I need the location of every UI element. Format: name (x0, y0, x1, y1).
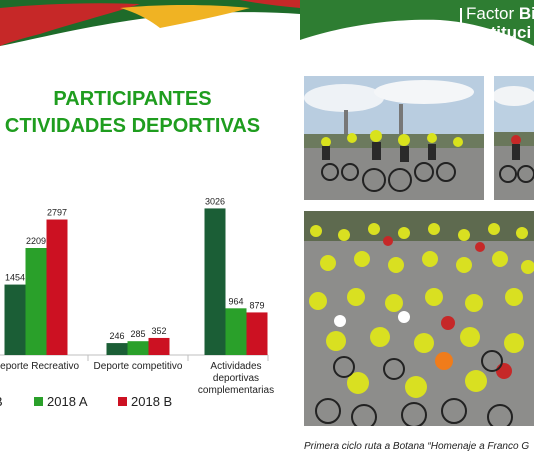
bar-value-label-2-1: 964 (228, 296, 243, 306)
bar-value-label-1-2: 352 (151, 326, 166, 336)
legend-swatch-2 (118, 397, 127, 406)
legend-swatch-1 (34, 397, 43, 406)
bar-value-label-2-0: 3026 (205, 196, 225, 206)
brand-logo-text: Factor Bie Instituci (466, 4, 534, 42)
slide-title-line1: PARTICIPANTES (53, 88, 212, 110)
bar-2-0 (204, 208, 226, 355)
photo-cyclists-left (304, 76, 484, 200)
bar-1-2 (148, 337, 170, 355)
legend-label-1: 2018 A (47, 394, 88, 409)
category-label-2-0: Actividades (210, 361, 261, 372)
category-label-0-0: Deporte Recreativo (0, 361, 80, 372)
brand-divider (460, 8, 462, 40)
legend-label-2: 2018 B (131, 394, 172, 409)
category-label-2-1: deportivas (213, 373, 259, 384)
bar-value-label-1-0: 246 (109, 331, 124, 341)
photo-cyclists-right (494, 76, 534, 200)
bar-1-0 (106, 343, 128, 355)
bar-value-label-1-1: 285 (130, 329, 145, 339)
brand-word-bold: Bie (518, 4, 534, 23)
bar-0-1 (25, 248, 47, 355)
bar-0-0 (4, 284, 26, 355)
bar-value-label-0-2: 2797 (47, 208, 67, 218)
photo-cycling-crowd (304, 211, 534, 426)
header-banner (0, 0, 534, 60)
category-label-2-2: complementarias (198, 385, 274, 396)
photo-caption: Primera ciclo ruta a Botana “Homenaje a … (304, 441, 530, 452)
bar-value-label-0-1: 2209 (26, 236, 46, 246)
bar-2-2 (246, 312, 268, 355)
category-label-1-0: Deporte competitivo (94, 361, 183, 372)
slide-title-line2: CTIVIDADES DEPORTIVAS (4, 115, 261, 137)
bar-0-2 (46, 219, 68, 355)
participants-bar-chart: 1454 2209 2797 Deporte Recreativo 246 285 352 D… (0, 196, 274, 409)
bar-value-label-0-0: 1454 (5, 273, 25, 283)
brand-word-regular: Factor (466, 4, 519, 23)
bar-value-label-2-2: 879 (249, 300, 264, 310)
bar-1-1 (127, 341, 149, 355)
legend-label-0: B (0, 394, 3, 409)
bar-2-1 (225, 308, 247, 355)
brand-line2: Instituci (466, 23, 532, 42)
